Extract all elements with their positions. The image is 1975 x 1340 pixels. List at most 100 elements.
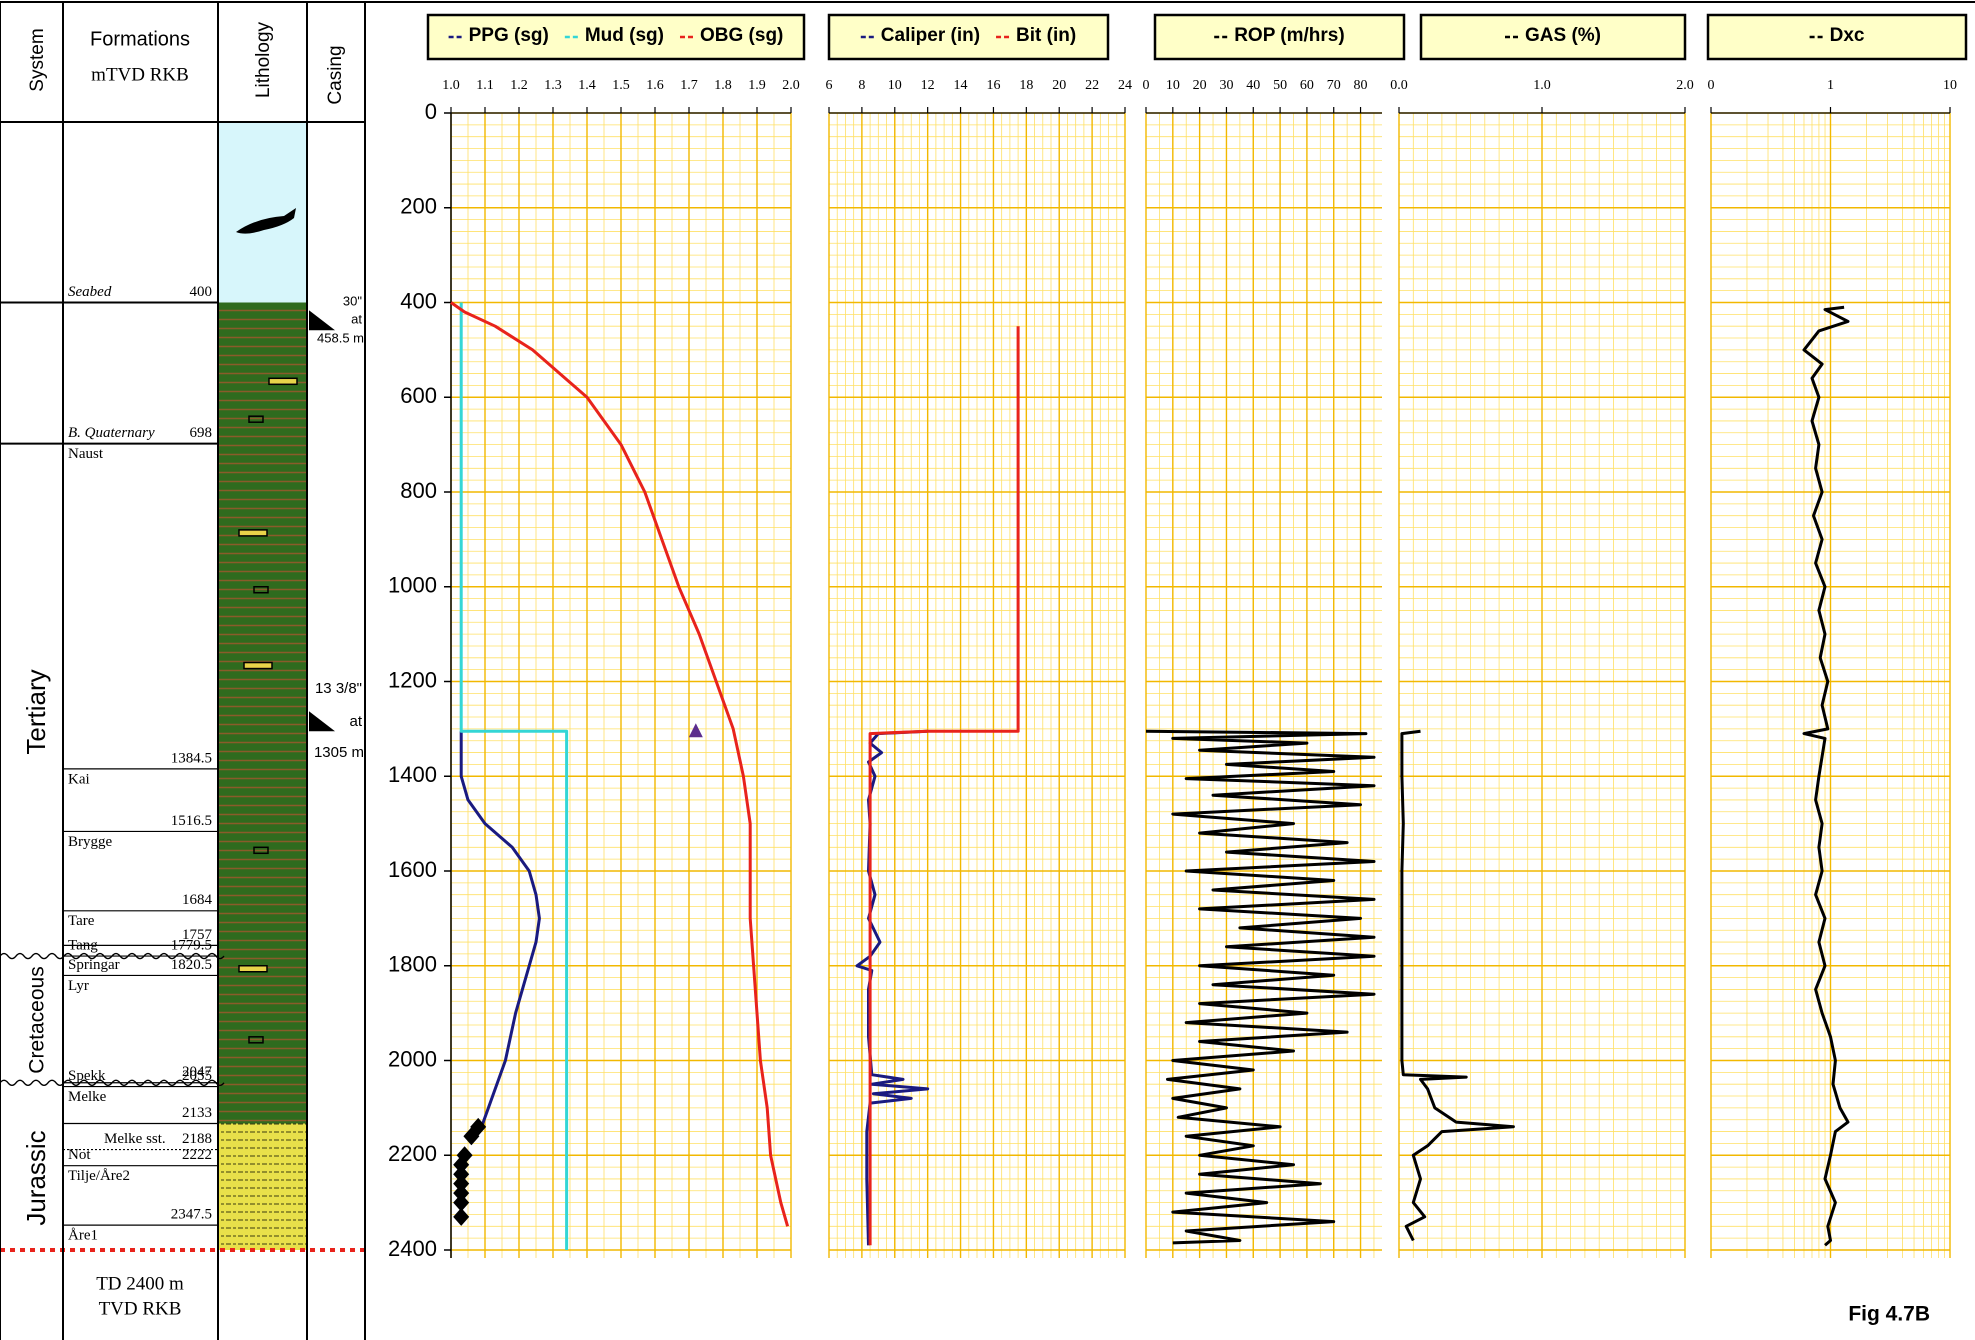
y-tick-label: 1600 <box>388 857 437 882</box>
x-tick-label: 1.5 <box>612 78 630 93</box>
lithology-sand <box>219 1123 307 1250</box>
lithology-symbol <box>243 661 273 670</box>
formation-base-depth: 1516.5 <box>171 813 212 829</box>
lithology-symbol <box>253 846 269 855</box>
y-tick-label: 2400 <box>388 1236 437 1261</box>
formation-base-depth: 2047 <box>182 1064 213 1080</box>
log-curve <box>1400 729 1515 1242</box>
y-tick-label: 200 <box>400 194 437 219</box>
formation-base-depth: 1757 <box>182 927 213 943</box>
x-tick-label: 20 <box>1052 78 1066 93</box>
log-track: 0 1 10 Dxc <box>1706 13 1968 1258</box>
legend: GAS (%) <box>1505 25 1601 46</box>
x-tick-label: 1.8 <box>714 78 732 93</box>
x-tick-label: 1.6 <box>646 78 664 93</box>
x-tick-label: 1.2 <box>510 78 528 93</box>
lithology-symbol <box>268 377 298 386</box>
legend-label: Caliper (in) <box>881 25 980 46</box>
x-tick-label: 30 <box>1219 78 1233 93</box>
x-tick-label: 0 <box>1708 78 1715 93</box>
diamond-marker <box>453 1174 470 1193</box>
lithology-symbol <box>238 965 268 973</box>
casing-size: 13 3/8" <box>315 680 362 697</box>
lithology-symbol <box>248 415 264 423</box>
formation-name: B. Quaternary <box>68 425 155 441</box>
formation-name: Seabed <box>68 284 112 300</box>
formation-base-depth: 2188 <box>182 1131 212 1147</box>
casing-depth: 458.5 m <box>317 331 364 346</box>
formation-name: Springar <box>68 957 120 973</box>
x-tick-label: 1.3 <box>544 78 562 93</box>
log-curve <box>1145 729 1376 1245</box>
x-tick-label: 20 <box>1193 78 1207 93</box>
system-label: Jurassic <box>21 1130 51 1225</box>
legend-label: ROP (m/hrs) <box>1234 25 1345 46</box>
x-tick-label: 10 <box>888 78 902 93</box>
x-tick-label: 8 <box>858 78 865 93</box>
legend-box <box>1706 13 1968 61</box>
x-tick-label: 18 <box>1019 78 1033 93</box>
legend-label: PPG (sg) <box>469 25 549 46</box>
log-track: 1.0 1.1 1.2 1.3 1.4 1.5 1.6 1.7 1.8 1.9 2.0 0 200 400… <box>388 13 806 1261</box>
x-tick-label: 2.0 <box>1676 78 1694 93</box>
lithology-shale <box>219 302 307 1124</box>
td-label: TVD RKB <box>99 1298 182 1319</box>
formation-name: Tilje/Åre2 <box>68 1168 130 1184</box>
legend-box <box>827 13 1110 61</box>
formation-name: Kai <box>68 771 90 787</box>
formation-name: Not <box>68 1147 91 1163</box>
lithology-symbol <box>253 586 269 594</box>
log-track: 0 10 20 30 40 50 60 70 80 ROP (m/hrs) <box>1143 13 1406 1258</box>
figure-label: Fig 4.7B <box>1848 1303 1930 1326</box>
x-tick-label: 22 <box>1085 78 1099 93</box>
log-curve <box>855 729 930 1246</box>
casing-shoe <box>309 310 335 331</box>
formation-base-depth: 1820.5 <box>171 957 212 973</box>
x-tick-label: 50 <box>1273 78 1287 93</box>
formation-name: Åre1 <box>68 1228 98 1244</box>
formation-name: Melke sst. <box>104 1131 166 1147</box>
td-label: TD 2400 m <box>96 1273 184 1294</box>
formation-name: Brygge <box>68 834 113 850</box>
x-tick-label: 6 <box>826 78 833 93</box>
header-formations: Formations <box>90 28 190 50</box>
unconformity <box>0 1079 225 1086</box>
log-curve <box>459 302 569 1250</box>
header-depth-ref: mTVD RKB <box>91 64 189 85</box>
formation-base-depth: 2347.5 <box>171 1207 212 1223</box>
x-tick-label: 40 <box>1246 78 1260 93</box>
y-tick-label: 2000 <box>388 1046 437 1071</box>
y-tick-label: 0 <box>425 99 437 124</box>
diamond-marker <box>453 1165 470 1184</box>
header-system: System <box>27 28 48 91</box>
y-tick-label: 2200 <box>388 1141 437 1166</box>
y-tick-label: 1200 <box>388 667 437 692</box>
log-track: 6 8 10 12 14 16 18 20 22 24 Caliper (in) Bit (in) <box>826 13 1132 1258</box>
y-tick-label: 600 <box>400 383 437 408</box>
formation-base-depth: 2133 <box>182 1105 212 1121</box>
legend-box <box>426 13 806 61</box>
lithology-symbol <box>248 1036 264 1044</box>
formation-base-depth: 1684 <box>182 892 213 908</box>
legend: ROP (m/hrs) <box>1214 25 1345 46</box>
x-tick-label: 80 <box>1354 78 1368 93</box>
casing-shoe <box>309 711 335 732</box>
y-tick-label: 1400 <box>388 762 437 787</box>
diamond-marker <box>463 1127 480 1146</box>
formation-name: Lyr <box>68 978 89 994</box>
header-lithology: Lithology <box>253 21 274 98</box>
casing-at: at <box>351 312 362 327</box>
legend-box <box>1419 13 1687 61</box>
formation-name: Tang <box>68 937 98 953</box>
diamond-marker <box>453 1207 470 1226</box>
y-tick-label: 1800 <box>388 952 437 977</box>
legend-label: GAS (%) <box>1525 25 1601 46</box>
casing-depth: 1305 m <box>314 744 364 761</box>
x-tick-label: 12 <box>921 78 935 93</box>
system-label: Tertiary <box>21 669 51 754</box>
legend: Caliper (in) Bit (in) <box>860 25 1076 46</box>
diamond-marker <box>453 1193 470 1212</box>
